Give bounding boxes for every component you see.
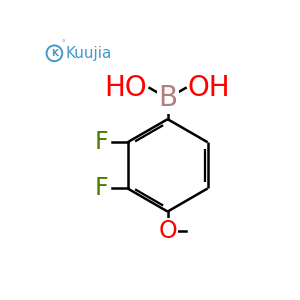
Text: °: ° [62,40,65,46]
Text: K: K [51,49,58,58]
Text: Kuujia: Kuujia [66,46,112,61]
Text: B: B [158,84,177,112]
Text: F: F [94,176,108,200]
Text: OH: OH [188,74,230,102]
Text: HO: HO [105,74,147,102]
Text: F: F [94,130,108,154]
Text: O: O [158,219,177,243]
